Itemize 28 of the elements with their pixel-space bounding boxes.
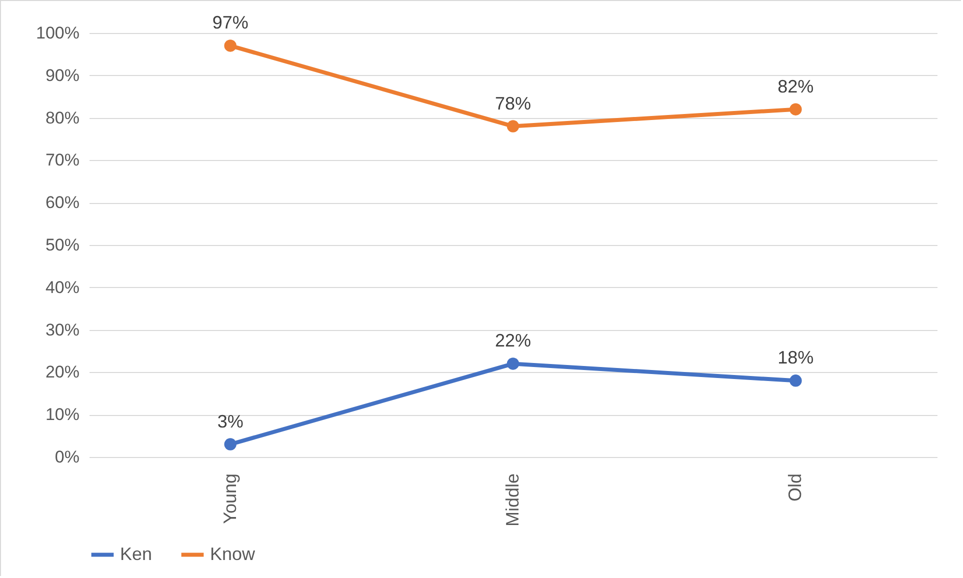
point [506, 120, 520, 132]
data-label: 3% [217, 411, 244, 432]
data-label: 18% [778, 348, 814, 368]
point [224, 438, 236, 450]
y-tick-label: 30% [45, 320, 80, 340]
y-tick-label: 90% [45, 66, 80, 85]
legend-label: Ken [120, 544, 152, 564]
point [506, 358, 520, 370]
point [790, 374, 802, 387]
x-tick-label: Middle [502, 474, 522, 527]
y-tick-label: 50% [45, 236, 80, 254]
y-tick-label: 80% [45, 108, 80, 128]
point [224, 40, 236, 52]
y-tick-label: 40% [45, 278, 80, 297]
y-tick-label: 20% [45, 362, 80, 382]
data-label: 78% [494, 93, 532, 114]
legend-label: Know [210, 544, 256, 564]
point [790, 103, 802, 116]
x-tick-label: Old [785, 474, 806, 502]
y-tick-label: 100% [36, 24, 80, 42]
y-tick-label: 60% [45, 193, 80, 212]
y-tick-label: 0% [54, 448, 80, 466]
data-label: 22% [494, 330, 532, 351]
data-label: 82% [778, 76, 814, 96]
y-tick-label: 70% [45, 150, 80, 170]
data-label: 97% [212, 12, 248, 33]
y-tick-label: 10% [45, 405, 80, 424]
x-tick-label: Young [220, 474, 240, 524]
